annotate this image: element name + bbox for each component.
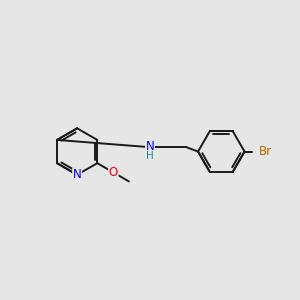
Text: O: O: [109, 166, 118, 179]
Text: Br: Br: [259, 145, 272, 158]
Text: N: N: [73, 168, 82, 181]
Text: N: N: [146, 140, 154, 153]
Text: H: H: [146, 151, 154, 160]
